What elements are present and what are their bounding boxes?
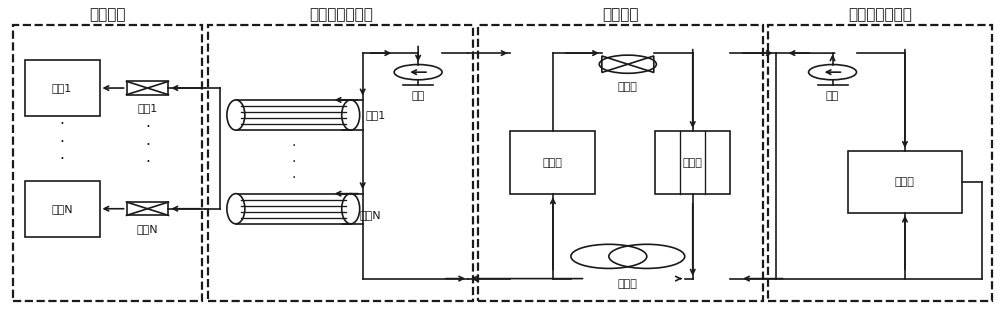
Polygon shape (628, 56, 654, 72)
Bar (236, 100, 351, 130)
Text: 蒸发器: 蒸发器 (543, 158, 563, 168)
Text: 膏胀阀: 膏胀阀 (618, 82, 638, 92)
Polygon shape (602, 56, 628, 72)
Bar (127, 81, 168, 95)
Bar (655, 131, 730, 195)
Bar (25, 181, 100, 236)
Bar (127, 202, 168, 215)
Bar (13, 25, 202, 301)
Text: 冷却水循环系统: 冷却水循环系统 (848, 7, 912, 22)
Text: 冷却塔: 冷却塔 (895, 177, 915, 187)
Text: 冷冻水循环系统: 冷冻水循环系统 (309, 7, 373, 22)
Bar (236, 194, 351, 224)
Ellipse shape (227, 194, 245, 224)
Bar (25, 60, 100, 116)
Bar (848, 151, 962, 213)
Text: 水泵: 水泵 (826, 91, 839, 101)
Text: 水泵: 水泵 (411, 91, 425, 101)
Bar (208, 25, 473, 301)
Text: 风机N: 风机N (137, 224, 158, 234)
Bar (478, 25, 763, 301)
Ellipse shape (342, 100, 360, 130)
Text: 主机系统: 主机系统 (602, 7, 639, 22)
Text: ·
·
·: · · · (60, 117, 65, 167)
Ellipse shape (227, 100, 245, 130)
Text: 压缩机: 压缩机 (618, 279, 638, 289)
Bar (510, 131, 595, 195)
Bar (768, 25, 992, 301)
Text: 冷凝器: 冷凝器 (683, 158, 703, 168)
Text: 盘管N: 盘管N (360, 210, 381, 220)
Text: ·
·
·: · · · (145, 120, 150, 170)
Text: ·
·
·: · · · (291, 139, 295, 185)
Text: 房间1: 房间1 (52, 83, 72, 93)
Text: 房间N: 房间N (51, 204, 73, 214)
Text: 风机1: 风机1 (137, 103, 158, 113)
Text: 盘管1: 盘管1 (366, 110, 386, 120)
Ellipse shape (342, 194, 360, 224)
Text: 送风系统: 送风系统 (89, 7, 126, 22)
